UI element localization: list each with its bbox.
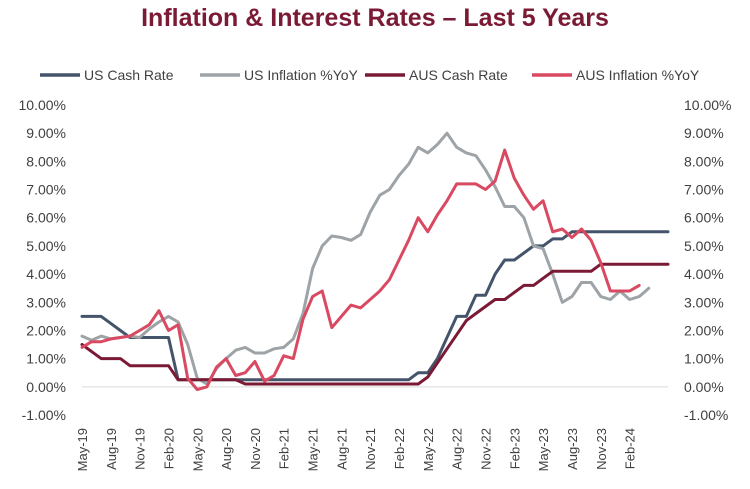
- y-tick-right: -1.00%: [684, 407, 728, 423]
- y-tick-left: 3.00%: [26, 294, 66, 310]
- series-line-aus-inflation-yoy: [80, 148, 641, 392]
- y-tick-right: 2.00%: [684, 322, 724, 338]
- y-tick-right: 4.00%: [684, 266, 724, 282]
- x-tick-label: Feb-24: [623, 428, 638, 469]
- x-tick-label: Nov-20: [248, 428, 263, 470]
- y-tick-left: 10.00%: [19, 97, 66, 113]
- y-tick-left: 7.00%: [26, 182, 66, 198]
- y-tick-right: 6.00%: [684, 210, 724, 226]
- x-tick-label: May-23: [536, 428, 551, 471]
- y-tick-left: 6.00%: [26, 210, 66, 226]
- y-tick-right: 10.00%: [684, 97, 731, 113]
- y-tick-right: 7.00%: [684, 182, 724, 198]
- legend-label: AUS Inflation %YoY: [576, 67, 700, 83]
- y-tick-left: -1.00%: [22, 407, 66, 423]
- y-tick-right: 3.00%: [684, 294, 724, 310]
- y-tick-right: 0.00%: [684, 379, 724, 395]
- y-tick-left: 0.00%: [26, 379, 66, 395]
- x-tick-label: Aug-20: [219, 428, 234, 470]
- x-tick-label: May-19: [75, 428, 90, 471]
- legend-label: AUS Cash Rate: [409, 67, 508, 83]
- y-tick-right: 1.00%: [684, 351, 724, 367]
- x-tick-label: Aug-23: [565, 428, 580, 470]
- x-tick-label: Aug-21: [334, 428, 349, 470]
- x-tick-label: Feb-23: [507, 428, 522, 469]
- series-line-us-inflation-yoy: [80, 131, 651, 386]
- y-tick-left: 4.00%: [26, 266, 66, 282]
- chart-title: Inflation & Interest Rates – Last 5 Year…: [141, 4, 609, 32]
- y-tick-right: 5.00%: [684, 238, 724, 254]
- x-tick-label: Feb-20: [161, 428, 176, 469]
- x-tick-label: Aug-19: [104, 428, 119, 470]
- x-tick-label: Nov-23: [594, 428, 609, 470]
- y-tick-left: 2.00%: [26, 322, 66, 338]
- x-tick-label: Nov-22: [478, 428, 493, 470]
- x-tick-label: Feb-22: [392, 428, 407, 469]
- x-tick-label: May-22: [421, 428, 436, 471]
- series-line-us-cash-rate: [80, 230, 670, 382]
- y-tick-left: 9.00%: [26, 125, 66, 141]
- legend-label: US Inflation %YoY: [244, 67, 359, 83]
- x-tick-label: Aug-22: [450, 428, 465, 470]
- x-tick-label: May-21: [306, 428, 321, 471]
- y-tick-right: 8.00%: [684, 153, 724, 169]
- x-tick-label: Nov-19: [133, 428, 148, 470]
- y-tick-right: 9.00%: [684, 125, 724, 141]
- series-line-aus-cash-rate: [80, 262, 670, 386]
- y-tick-left: 5.00%: [26, 238, 66, 254]
- y-tick-left: 8.00%: [26, 153, 66, 169]
- x-tick-label: May-20: [190, 428, 205, 471]
- x-tick-label: Feb-21: [277, 428, 292, 469]
- x-tick-label: Nov-21: [363, 428, 378, 470]
- legend-label: US Cash Rate: [84, 67, 174, 83]
- y-tick-left: 1.00%: [26, 351, 66, 367]
